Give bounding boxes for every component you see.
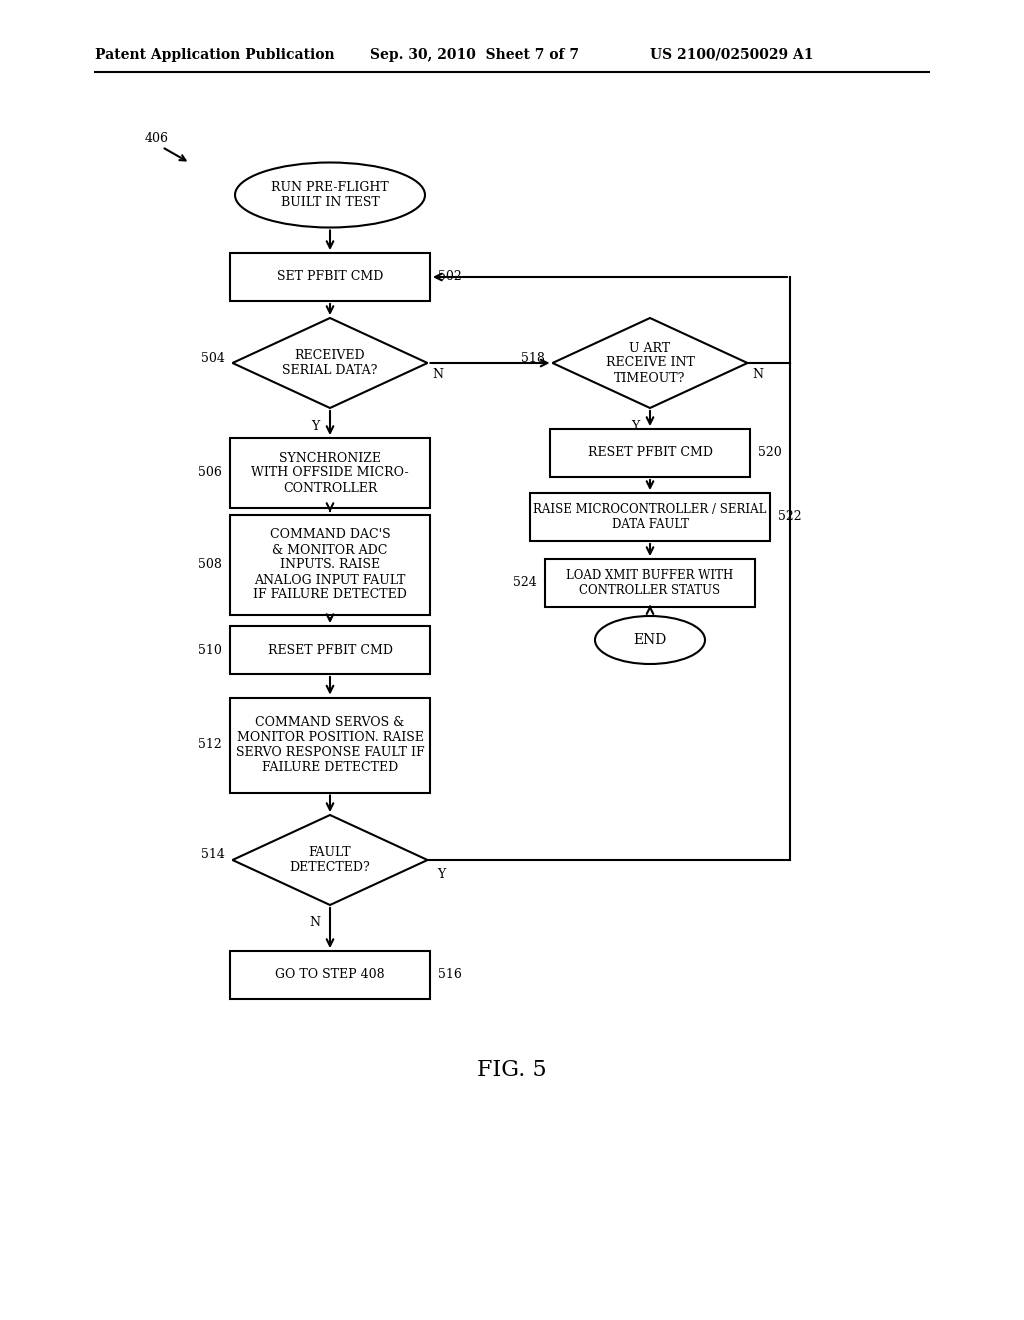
Text: 502: 502: [438, 271, 462, 284]
Text: RESET PFBIT CMD: RESET PFBIT CMD: [267, 644, 392, 656]
Text: N: N: [309, 916, 321, 929]
Text: SET PFBIT CMD: SET PFBIT CMD: [276, 271, 383, 284]
Text: Y: Y: [437, 869, 445, 882]
Bar: [550, 429, 750, 477]
Text: N: N: [753, 368, 764, 381]
Text: END: END: [634, 634, 667, 647]
Text: RESET PFBIT CMD: RESET PFBIT CMD: [588, 446, 713, 459]
Text: Sep. 30, 2010  Sheet 7 of 7: Sep. 30, 2010 Sheet 7 of 7: [370, 48, 579, 62]
Text: 508: 508: [198, 558, 222, 572]
Bar: [545, 558, 755, 607]
Text: 516: 516: [438, 969, 462, 982]
Text: GO TO STEP 408: GO TO STEP 408: [275, 969, 385, 982]
Polygon shape: [553, 318, 748, 408]
Text: RAISE MICROCONTROLLER / SERIAL
DATA FAULT: RAISE MICROCONTROLLER / SERIAL DATA FAUL…: [534, 503, 767, 531]
Text: RUN PRE-FLIGHT
BUILT IN TEST: RUN PRE-FLIGHT BUILT IN TEST: [271, 181, 389, 209]
Text: 506: 506: [198, 466, 222, 479]
Text: 522: 522: [778, 511, 802, 524]
Text: FIG. 5: FIG. 5: [477, 1059, 547, 1081]
Text: Y: Y: [631, 420, 639, 433]
Text: U ART
RECEIVE INT
TIMEOUT?: U ART RECEIVE INT TIMEOUT?: [605, 342, 694, 384]
Text: 524: 524: [513, 577, 537, 590]
Ellipse shape: [234, 162, 425, 227]
Text: 518: 518: [520, 351, 545, 364]
Text: 504: 504: [201, 351, 224, 364]
Bar: [230, 697, 430, 792]
Text: SYNCHRONIZE
WITH OFFSIDE MICRO-
CONTROLLER: SYNCHRONIZE WITH OFFSIDE MICRO- CONTROLL…: [251, 451, 409, 495]
Bar: [230, 626, 430, 675]
Text: RECEIVED
SERIAL DATA?: RECEIVED SERIAL DATA?: [283, 348, 378, 378]
Text: 514: 514: [201, 849, 224, 862]
Bar: [230, 515, 430, 615]
Text: 520: 520: [758, 446, 781, 459]
Text: Patent Application Publication: Patent Application Publication: [95, 48, 335, 62]
Text: COMMAND DAC'S
& MONITOR ADC
INPUTS. RAISE
ANALOG INPUT FAULT
IF FAILURE DETECTED: COMMAND DAC'S & MONITOR ADC INPUTS. RAIS…: [253, 528, 407, 602]
Bar: [230, 438, 430, 508]
Text: US 2100/0250029 A1: US 2100/0250029 A1: [650, 48, 813, 62]
Polygon shape: [232, 814, 427, 906]
Text: 512: 512: [199, 738, 222, 751]
Ellipse shape: [595, 616, 705, 664]
Text: FAULT
DETECTED?: FAULT DETECTED?: [290, 846, 371, 874]
Bar: [230, 950, 430, 999]
Text: Y: Y: [311, 420, 319, 433]
Polygon shape: [232, 318, 427, 408]
Text: COMMAND SERVOS &
MONITOR POSITION. RAISE
SERVO RESPONSE FAULT IF
FAILURE DETECTE: COMMAND SERVOS & MONITOR POSITION. RAISE…: [236, 715, 424, 774]
Text: 510: 510: [198, 644, 222, 656]
Bar: [530, 492, 770, 541]
Bar: [230, 253, 430, 301]
Text: 406: 406: [145, 132, 169, 144]
Text: N: N: [432, 368, 443, 381]
Text: LOAD XMIT BUFFER WITH
CONTROLLER STATUS: LOAD XMIT BUFFER WITH CONTROLLER STATUS: [566, 569, 733, 597]
